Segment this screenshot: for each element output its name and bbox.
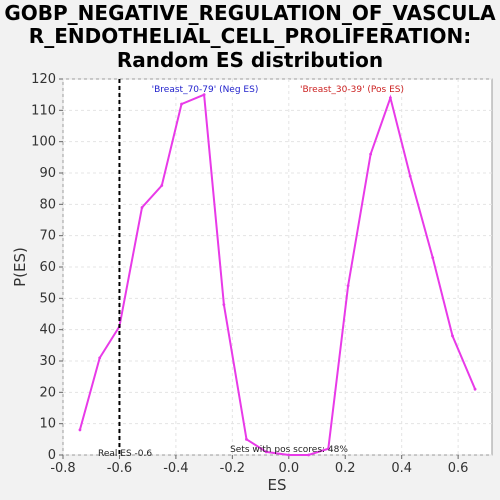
data-point xyxy=(180,102,183,106)
data-point xyxy=(473,387,477,391)
y-tick-label: 10 xyxy=(39,417,56,432)
x-tick-label: -0.4 xyxy=(163,461,188,476)
y-tick-label: 110 xyxy=(31,103,56,118)
y-tick-label: 120 xyxy=(31,72,56,87)
x-tick-label: -0.2 xyxy=(220,461,245,476)
neg-es-annotation: 'Breast_70-79' (Neg ES) xyxy=(152,85,259,95)
series-group xyxy=(78,93,477,457)
data-point xyxy=(287,453,291,457)
y-tick-label: 0 xyxy=(48,448,56,463)
data-point xyxy=(408,174,412,178)
y-tick-label: 70 xyxy=(39,229,56,244)
data-point xyxy=(140,206,144,209)
data-point xyxy=(202,93,206,97)
x-tick-label: -0.6 xyxy=(107,461,132,476)
pos-es-annotation: 'Breast_30-39' (Pos ES) xyxy=(300,85,404,95)
x-axis-label: ES xyxy=(268,476,287,494)
y-tick-label: 50 xyxy=(39,291,56,306)
data-point xyxy=(78,428,82,432)
data-point xyxy=(388,96,392,100)
x-tick-label: 0.0 xyxy=(278,461,299,476)
data-point xyxy=(160,184,164,187)
y-tick-label: 30 xyxy=(39,354,56,369)
data-point xyxy=(451,334,454,338)
y-tick-label: 100 xyxy=(31,135,56,150)
data-point xyxy=(346,284,350,288)
axes: 0 10 20 30 40 50 60 70 80 90 100 110 120 -0.8 -0.6 -0.4… xyxy=(31,72,468,476)
data-point xyxy=(264,450,268,454)
x-tick-label: 0.4 xyxy=(391,461,412,476)
data-point xyxy=(307,453,310,457)
series-line xyxy=(78,93,477,456)
data-point xyxy=(98,356,102,360)
y-tick-label: 40 xyxy=(39,323,56,338)
y-tick-label: 80 xyxy=(39,197,56,212)
data-point xyxy=(431,256,435,259)
pos-scores-annotation: Sets with pos scores: 48% xyxy=(230,445,348,455)
real-es-label: Real ES -0.6 xyxy=(98,449,152,459)
chart-title-line-2: R_ENDOTHELIAL_CELL_PROLIFERATION: xyxy=(29,24,471,48)
y-tick-label: 20 xyxy=(39,385,56,400)
x-tick-label: 0.2 xyxy=(335,461,356,476)
plot-area xyxy=(62,78,493,456)
y-axis-label: P(ES) xyxy=(11,247,29,287)
chart-title-line-3: Random ES distribution xyxy=(117,48,383,72)
y-tick-label: 90 xyxy=(39,166,56,181)
x-tick-label: -0.8 xyxy=(50,461,75,476)
data-point xyxy=(326,447,330,451)
y-tick-label: 60 xyxy=(39,260,56,275)
x-tick-label: 0.6 xyxy=(448,461,469,476)
data-point xyxy=(369,152,373,156)
data-point xyxy=(245,437,248,441)
chart-title-line-1: GOBP_NEGATIVE_REGULATION_OF_VASCULA xyxy=(4,1,496,25)
data-point xyxy=(222,303,226,306)
